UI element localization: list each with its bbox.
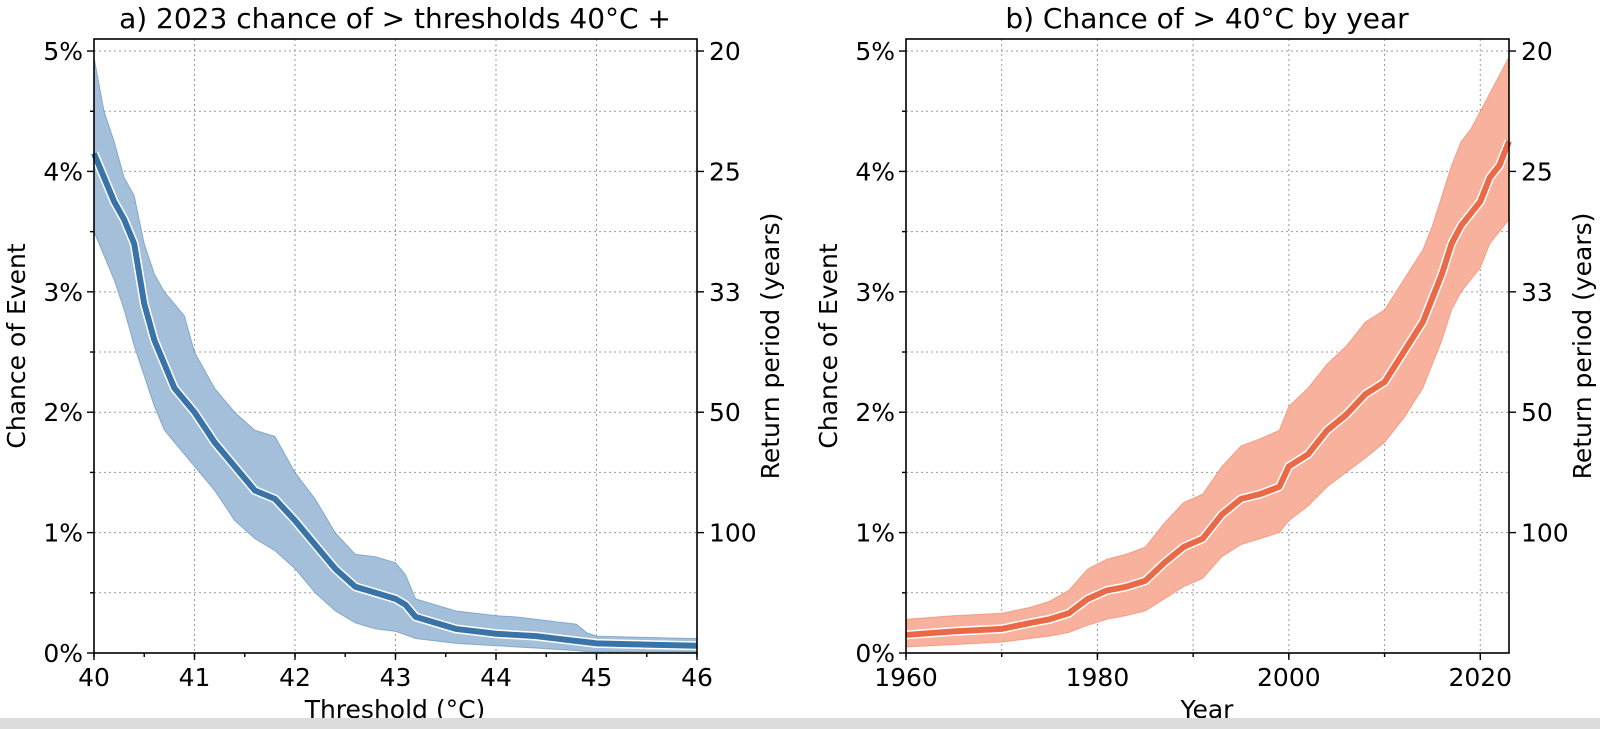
y-tick-label: 3% bbox=[43, 278, 83, 307]
panel-a-y-tick-labels: 0% 1% 2% 3% 4% 5% bbox=[43, 37, 83, 668]
right-tick-label: 20 bbox=[1521, 37, 1553, 66]
y-tick-label: 5% bbox=[43, 37, 83, 66]
x-tick-label: 1960 bbox=[874, 663, 938, 692]
y-tick-label: 4% bbox=[43, 157, 83, 186]
panel-b-title: b) Chance of > 40°C by year bbox=[1005, 2, 1409, 35]
y-tick-label: 3% bbox=[855, 278, 895, 307]
right-tick-label: 25 bbox=[709, 157, 741, 186]
x-tick-label: 41 bbox=[179, 663, 211, 692]
y-tick-label: 0% bbox=[43, 639, 83, 668]
x-tick-label: 1980 bbox=[1066, 663, 1130, 692]
y-tick-label: 2% bbox=[43, 398, 83, 427]
panel-b-grid bbox=[906, 39, 1509, 653]
right-tick-label: 100 bbox=[1521, 519, 1569, 548]
y-tick-label: 1% bbox=[855, 519, 895, 548]
y-tick-label: 0% bbox=[855, 639, 895, 668]
right-tick-label: 20 bbox=[709, 37, 741, 66]
panel-b-tick-marks bbox=[899, 50, 1516, 660]
panel-b-right-axis-label: Return period (years) bbox=[1568, 213, 1597, 480]
right-tick-label: 50 bbox=[1521, 398, 1553, 427]
y-tick-label: 4% bbox=[855, 157, 895, 186]
panel-b-frame bbox=[905, 38, 1510, 654]
panel-b-year-chart: b) Chance of > 40°C by year 1960 1980 2000… bbox=[814, 2, 1597, 724]
x-tick-label: 46 bbox=[681, 663, 713, 692]
x-tick-label: 2000 bbox=[1257, 663, 1321, 692]
x-tick-label: 45 bbox=[581, 663, 613, 692]
panel-b-right-tick-labels: 20 25 33 50 100 bbox=[1521, 37, 1569, 548]
x-tick-label: 42 bbox=[279, 663, 311, 692]
central-estimate-line bbox=[905, 140, 1512, 638]
x-tick-label: 40 bbox=[78, 663, 110, 692]
panel-b-y-tick-labels: 0% 1% 2% 3% 4% 5% bbox=[855, 37, 895, 668]
panel-a-title: a) 2023 chance of > thresholds 40°C + bbox=[119, 2, 671, 35]
right-tick-label: 50 bbox=[709, 398, 741, 427]
panel-a-threshold-chart: a) 2023 chance of > thresholds 40°C + 40… bbox=[2, 2, 785, 724]
y-tick-label: 2% bbox=[855, 398, 895, 427]
panel-a-right-tick-labels: 20 25 33 50 100 bbox=[709, 37, 757, 548]
y-tick-label: 1% bbox=[43, 519, 83, 548]
panel-a-tick-marks bbox=[87, 50, 704, 660]
panel-a-x-tick-labels: 40 41 42 43 44 45 46 bbox=[78, 663, 713, 692]
right-tick-label: 100 bbox=[709, 519, 757, 548]
panel-b-central-estimate-layer bbox=[905, 139, 1514, 640]
bottom-edge-bar bbox=[0, 718, 1600, 729]
panel-a-y-axis-label: Chance of Event bbox=[2, 243, 31, 448]
x-tick-label: 2020 bbox=[1448, 663, 1512, 692]
x-tick-label: 43 bbox=[380, 663, 412, 692]
panel-b-y-axis-label: Chance of Event bbox=[814, 243, 843, 448]
panel-a-right-axis-label: Return period (years) bbox=[756, 213, 785, 480]
panel-b-x-tick-labels: 1960 1980 2000 2020 bbox=[874, 663, 1512, 692]
right-tick-label: 25 bbox=[1521, 157, 1553, 186]
x-tick-label: 44 bbox=[480, 663, 512, 692]
right-tick-label: 33 bbox=[709, 278, 741, 307]
y-tick-label: 5% bbox=[855, 37, 895, 66]
right-tick-label: 33 bbox=[1521, 278, 1553, 307]
